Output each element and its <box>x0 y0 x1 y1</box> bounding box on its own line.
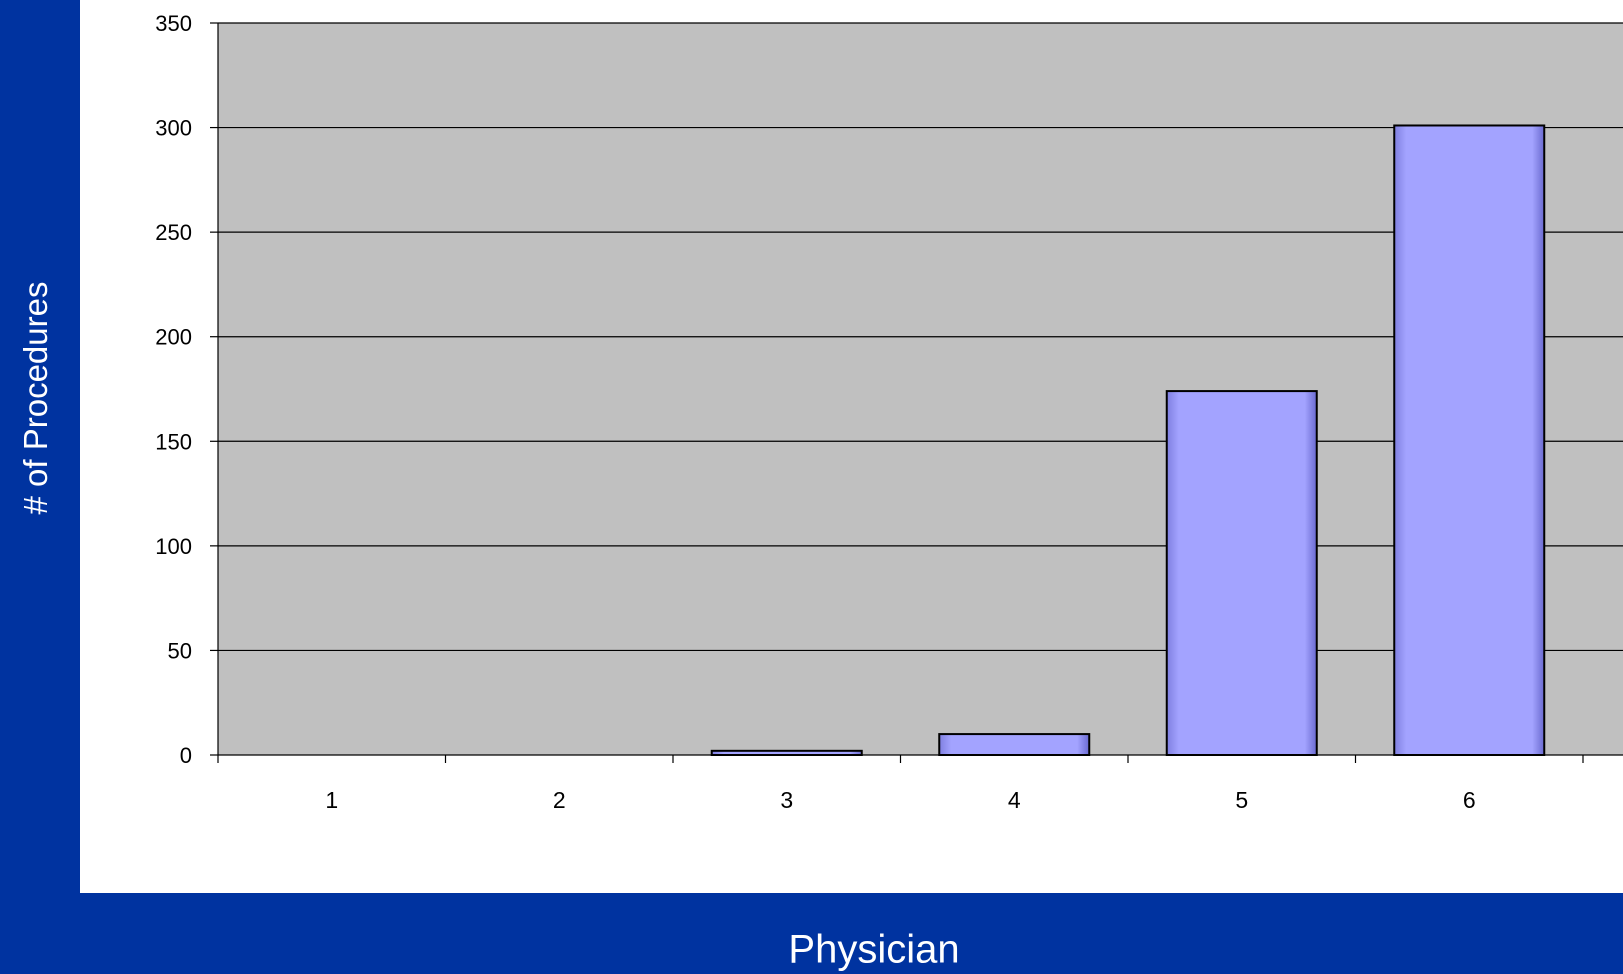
bar-physician-3 <box>710 749 863 756</box>
x-tick-label: 6 <box>1463 787 1476 813</box>
bar-chart: 0 50 100 150 200 250 300 350 1 2 3 4 5 6 <box>155 11 1623 813</box>
x-tick-labels: 1 2 3 4 5 6 <box>325 787 1475 813</box>
bar-physician-4 <box>938 733 1091 756</box>
x-axis-label: Physician <box>788 927 960 972</box>
chart-panel: 0 50 100 150 200 250 300 350 1 2 3 4 5 6 <box>80 0 1623 893</box>
axes <box>217 23 1623 763</box>
y-axis-label: # of Procedures <box>17 281 54 515</box>
bar-physician-6 <box>1393 124 1546 757</box>
x-tick-label: 5 <box>1235 787 1248 813</box>
y-tick-labels: 0 50 100 150 200 250 300 350 <box>155 11 192 768</box>
bar-physician-5 <box>1165 390 1318 756</box>
y-tick-label: 0 <box>180 743 192 768</box>
plot-area <box>218 23 1623 755</box>
y-tick-label: 250 <box>155 220 192 245</box>
y-tick-label: 350 <box>155 11 192 36</box>
y-tick-label: 100 <box>155 534 192 559</box>
y-tick-label: 200 <box>155 325 192 350</box>
x-tick-label: 1 <box>325 787 338 813</box>
x-tick-label: 4 <box>1008 787 1021 813</box>
x-tick-label: 2 <box>553 787 566 813</box>
y-tick-label: 300 <box>155 116 192 141</box>
y-tick-label: 150 <box>155 429 192 454</box>
x-tick-label: 3 <box>780 787 793 813</box>
gridlines <box>210 22 1623 756</box>
bars <box>710 124 1546 757</box>
y-tick-label: 50 <box>168 638 192 663</box>
